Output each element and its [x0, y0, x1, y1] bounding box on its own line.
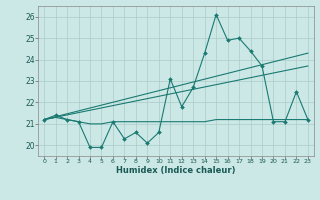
X-axis label: Humidex (Indice chaleur): Humidex (Indice chaleur): [116, 166, 236, 175]
